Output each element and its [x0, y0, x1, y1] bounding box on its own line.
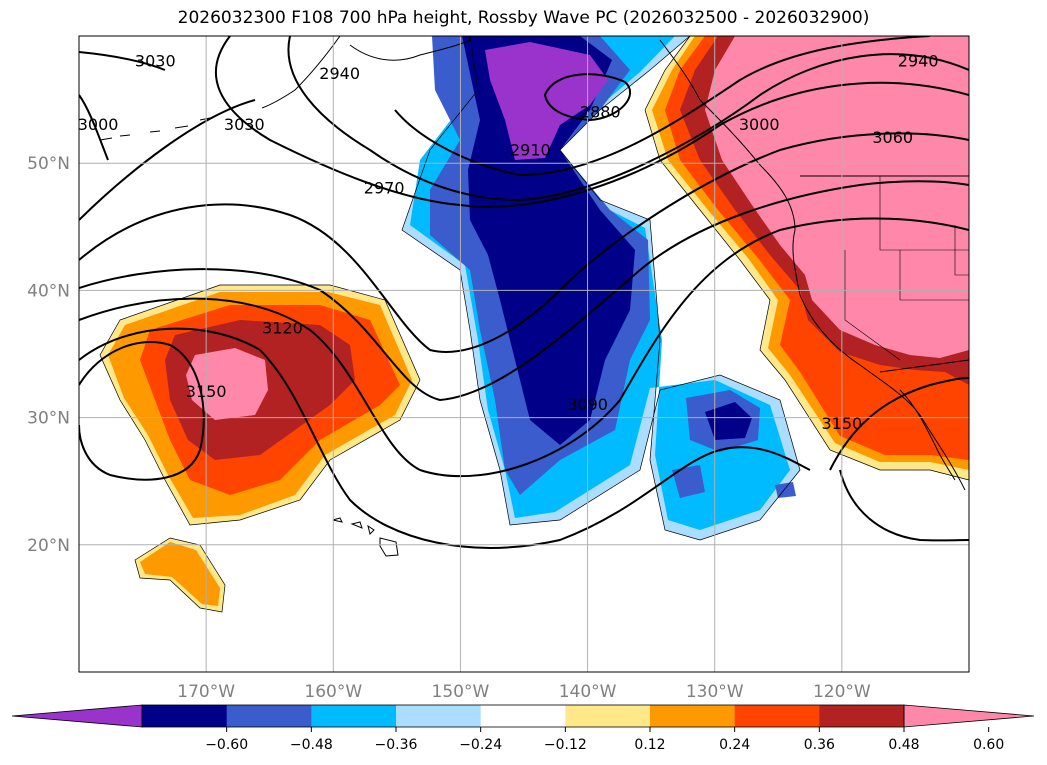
colorbar-segment: [565, 705, 651, 727]
positive-anomaly-west: [100, 285, 420, 612]
contour-label-text: 3150: [186, 382, 227, 401]
contour-label: 3000: [739, 115, 780, 134]
alaska-coast: [261, 36, 471, 109]
aleutian-islands: [99, 117, 211, 141]
anomaly-band-navy-east: [705, 402, 752, 440]
state-borders: [844, 176, 969, 361]
contour-2910: [394, 36, 931, 177]
lon-tick-label: 120°W: [813, 682, 871, 702]
longitude-tick-labels: 170°W 160°W 150°W 140°W 130°W 120°W: [177, 682, 871, 702]
height-contours: [79, 36, 969, 549]
contour-label-text: 2940: [319, 64, 360, 83]
lon-tick-label: 150°W: [432, 682, 490, 702]
contour-label: 3150: [821, 414, 862, 433]
map-canvas: 3030 3000 3030 2940 2880 2910 2970 3000 3060 2940…: [78, 36, 969, 672]
contour-3030-nw: [79, 51, 166, 71]
colorbar-segment: [819, 705, 905, 727]
colorbar-segment: [734, 705, 820, 727]
lat-tick-label: 40°N: [27, 281, 70, 301]
colorbar-tick-label: 0.12: [634, 737, 665, 753]
contour-3150-west: [79, 340, 205, 481]
colorbar-segment: [311, 705, 397, 727]
contour-3150-east: [829, 377, 969, 471]
lon-tick-label: 160°W: [304, 682, 362, 702]
contour-2880: [543, 73, 632, 122]
colorbar-extend-low: [11, 704, 143, 728]
contour-label: 2940: [898, 51, 939, 70]
contour-3060: [79, 180, 969, 402]
positive-anomaly-east: [645, 36, 969, 480]
lat-tick-label: 50°N: [27, 154, 70, 174]
contour-label: 2940: [319, 64, 360, 83]
colorbar-segment: [480, 705, 566, 727]
colorbar-tick-label: 0.48: [888, 737, 919, 753]
lon-tick-label: 140°W: [559, 682, 617, 702]
contour-label: 3120: [262, 319, 303, 338]
contour-3000-east: [79, 132, 969, 353]
contour-label-text: 3120: [262, 319, 303, 338]
colorbar-frame: [141, 704, 905, 728]
latitude-tick-labels: 20°N 30°N 40°N 50°N: [27, 154, 70, 556]
contour-label: 3030: [135, 51, 176, 70]
contour-label-text: 2970: [364, 179, 405, 198]
contour-3000-nw: [79, 94, 109, 161]
contour-label-text: 3000: [739, 115, 780, 134]
colorbar-tick-label: −0.24: [459, 737, 502, 753]
contour-2940: [287, 36, 969, 202]
colorbar-segment: [650, 705, 736, 727]
colorbar-tick-label: 0.36: [804, 737, 835, 753]
baja-california: [899, 389, 956, 481]
contour-label: 3150: [186, 382, 227, 401]
lat-tick-label: 30°N: [27, 409, 70, 429]
colorbar-tick-label: −0.60: [205, 737, 248, 753]
contour-label: 2880: [580, 102, 621, 121]
contour-3090: [79, 217, 969, 478]
colorbar-tick-label: −0.12: [544, 737, 587, 753]
colorbar-extend-high: [903, 704, 1035, 728]
colorbar-segment: [396, 705, 482, 727]
contour-label-text: 3060: [872, 128, 913, 147]
colorbar-tick-label: −0.36: [375, 737, 418, 753]
colorbar-segment: [226, 705, 312, 727]
contour-label-text: 2910: [510, 140, 551, 159]
contour-label-text: 3150: [821, 414, 862, 433]
contour-label-text: 3030: [224, 115, 265, 134]
mexico-border: [879, 359, 969, 373]
contour-label: 3090: [567, 395, 608, 414]
anomaly-band-navy: [462, 36, 635, 445]
contour-label-text: 3000: [78, 115, 119, 134]
map-gridlines: [79, 36, 969, 672]
contour-3120: [79, 327, 811, 549]
contour-label: 2970: [364, 179, 405, 198]
contour-3030-w: [79, 99, 256, 221]
contour-label: 2910: [510, 140, 551, 159]
colorbar-segment: [142, 705, 228, 727]
contour-label-text: 2880: [580, 102, 621, 121]
contour-label-layer: 3030 3000 3030 2940 2880 2910 2970 3000 3060 2940…: [78, 51, 939, 433]
colorbar-tick-label: 0.24: [719, 737, 750, 753]
chart-title: 2026032300 F108 700 hPa height, Rossby W…: [177, 8, 870, 28]
contour-label-text: 3090: [567, 395, 608, 414]
anomaly-core-pink-east: [705, 36, 969, 358]
map-frame: [78, 35, 970, 673]
contour-label: 3030: [224, 115, 265, 134]
lon-tick-label: 170°W: [177, 682, 235, 702]
lat-tick-label: 20°N: [27, 536, 70, 556]
contour-3120-east: [839, 469, 969, 542]
coastlines: [99, 36, 969, 557]
lon-tick-label: 130°W: [686, 682, 744, 702]
colorbar: −0.60 −0.48 −0.36 −0.24 −0.12 0.12 0.24 0.36 0.4…: [11, 704, 1035, 753]
colorbar-tick-label: 0.60: [973, 737, 1004, 753]
contour-label: 3060: [872, 128, 913, 147]
contour-2970: [214, 36, 969, 208]
colorbar-tick-label: −0.48: [290, 737, 333, 753]
contour-label: 3000: [78, 115, 119, 134]
anomaly-patch-south-orange: [140, 542, 220, 606]
contour-label-text: 2940: [898, 51, 939, 70]
hawaii-islands: [332, 517, 399, 557]
anomaly-band-blue-east: [672, 390, 796, 498]
contour-label-text: 3030: [135, 51, 176, 70]
